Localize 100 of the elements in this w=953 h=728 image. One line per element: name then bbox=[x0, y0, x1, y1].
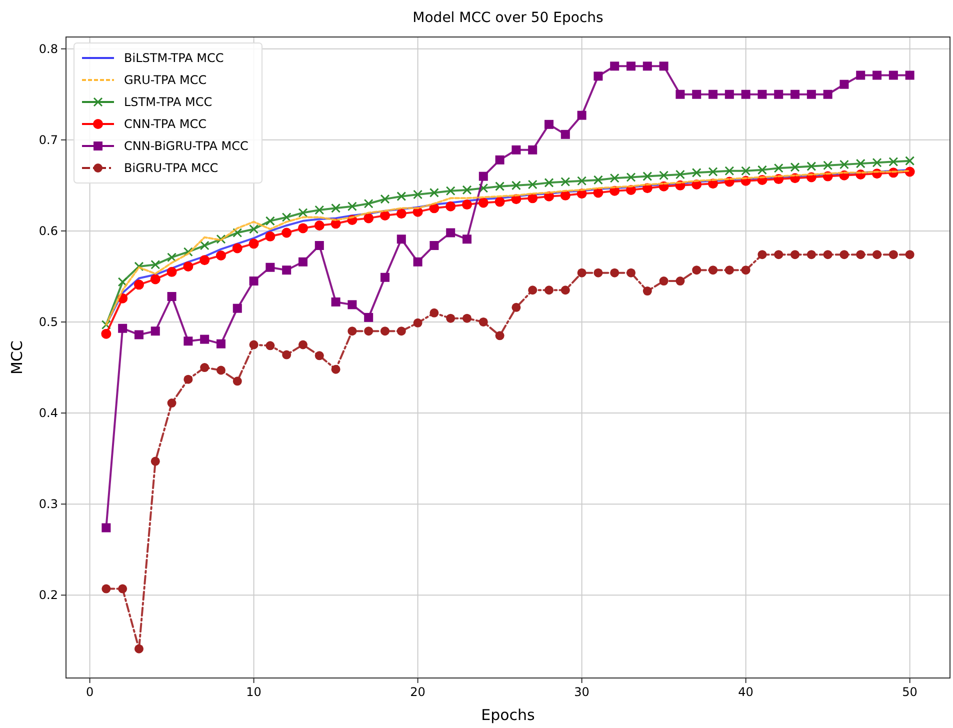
point bbox=[413, 190, 423, 200]
point bbox=[134, 330, 144, 340]
point bbox=[560, 177, 570, 187]
point bbox=[314, 220, 324, 230]
point bbox=[708, 266, 718, 275]
point bbox=[413, 318, 422, 328]
point bbox=[150, 260, 160, 270]
point bbox=[544, 286, 554, 295]
point bbox=[118, 584, 128, 594]
point bbox=[462, 314, 472, 323]
point bbox=[348, 300, 357, 310]
point bbox=[232, 243, 242, 254]
point bbox=[528, 180, 538, 190]
point bbox=[823, 90, 832, 99]
point bbox=[331, 364, 340, 374]
legend-label: CNN-BiGRU-TPA MCC bbox=[124, 139, 248, 153]
point bbox=[626, 172, 636, 182]
point bbox=[298, 223, 308, 234]
point bbox=[282, 266, 292, 275]
point bbox=[478, 183, 488, 193]
point bbox=[118, 324, 128, 333]
point bbox=[560, 190, 570, 200]
point bbox=[331, 203, 341, 213]
point bbox=[430, 241, 439, 250]
point bbox=[774, 90, 784, 99]
point bbox=[741, 166, 751, 176]
point bbox=[118, 277, 128, 287]
point bbox=[642, 172, 652, 182]
point bbox=[396, 192, 406, 202]
point bbox=[249, 276, 258, 286]
point bbox=[494, 196, 505, 207]
point bbox=[314, 205, 324, 215]
point bbox=[380, 326, 390, 336]
point bbox=[544, 120, 554, 129]
point bbox=[708, 167, 718, 177]
point bbox=[413, 257, 422, 266]
point bbox=[101, 328, 112, 339]
point bbox=[872, 158, 882, 168]
y-tick-label: 0.4 bbox=[38, 406, 58, 420]
point bbox=[544, 178, 554, 188]
point bbox=[200, 255, 210, 266]
point bbox=[758, 250, 767, 260]
point bbox=[692, 266, 702, 275]
point bbox=[478, 198, 488, 208]
point bbox=[446, 186, 456, 196]
y-tick-label: 0.2 bbox=[38, 588, 58, 602]
point bbox=[364, 213, 374, 224]
point bbox=[167, 398, 176, 408]
point bbox=[134, 280, 144, 290]
point bbox=[265, 231, 276, 242]
point bbox=[905, 70, 914, 80]
point bbox=[102, 523, 111, 532]
point bbox=[577, 268, 586, 278]
point bbox=[708, 90, 718, 99]
point bbox=[560, 286, 570, 295]
point bbox=[102, 584, 111, 594]
point bbox=[249, 340, 258, 350]
point bbox=[462, 185, 472, 195]
point bbox=[462, 200, 472, 210]
legend-label: BiLSTM-TPA MCC bbox=[124, 51, 224, 65]
point bbox=[757, 165, 767, 175]
point bbox=[610, 62, 620, 71]
point bbox=[774, 250, 784, 260]
y-tick-label: 0.8 bbox=[38, 42, 58, 56]
y-tick-label: 0.5 bbox=[38, 314, 58, 329]
point bbox=[823, 160, 833, 170]
point bbox=[692, 90, 702, 99]
point bbox=[396, 208, 406, 219]
point bbox=[528, 286, 538, 295]
point bbox=[265, 216, 275, 226]
point bbox=[380, 194, 390, 204]
point bbox=[298, 257, 308, 266]
point bbox=[888, 70, 898, 80]
point bbox=[282, 350, 292, 360]
point bbox=[200, 363, 210, 372]
point bbox=[150, 326, 160, 336]
point bbox=[577, 110, 586, 120]
y-tick-label: 0.7 bbox=[38, 132, 58, 147]
point bbox=[840, 80, 849, 89]
point bbox=[659, 62, 668, 71]
point bbox=[478, 317, 488, 326]
point bbox=[183, 261, 194, 272]
point bbox=[594, 268, 603, 278]
point bbox=[232, 304, 242, 313]
point bbox=[101, 320, 111, 330]
point bbox=[430, 308, 439, 318]
point bbox=[724, 166, 734, 176]
point bbox=[692, 168, 702, 178]
point bbox=[790, 250, 800, 260]
point bbox=[134, 644, 144, 654]
point bbox=[150, 274, 160, 284]
point bbox=[758, 90, 767, 99]
point bbox=[512, 302, 521, 312]
point bbox=[790, 162, 800, 172]
point bbox=[446, 314, 456, 323]
point bbox=[429, 188, 439, 198]
point bbox=[856, 250, 866, 260]
point bbox=[642, 62, 652, 71]
point bbox=[839, 160, 849, 170]
point bbox=[282, 228, 292, 238]
